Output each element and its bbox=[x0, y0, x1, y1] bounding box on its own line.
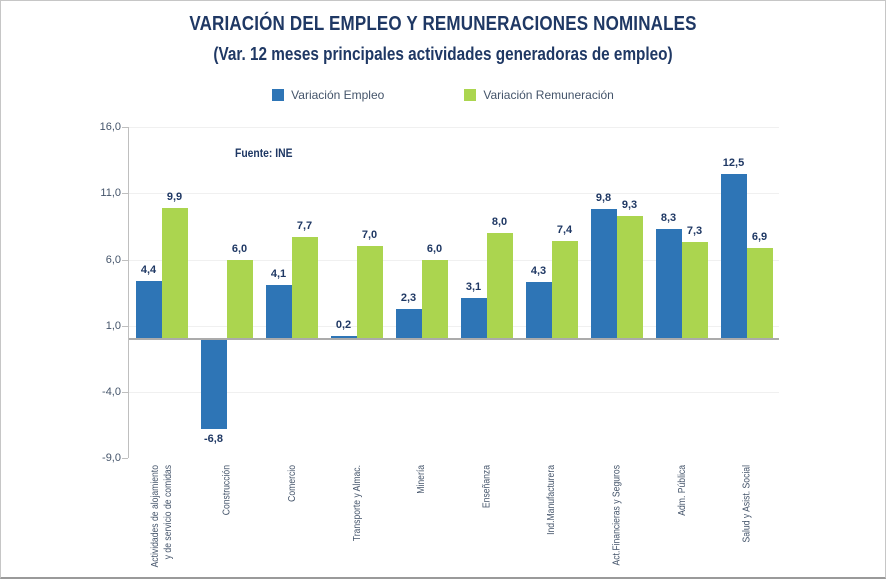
bar-value-label: 9,9 bbox=[166, 190, 183, 203]
bar-remuneracion bbox=[356, 246, 383, 339]
bar-empleo bbox=[590, 209, 617, 339]
bar-value-label: -6,8 bbox=[204, 433, 223, 446]
legend-label-remuneracion: Variación Remuneración bbox=[483, 88, 614, 102]
legend-label-empleo: Variación Empleo bbox=[291, 88, 385, 102]
bar-value-label: 9,3 bbox=[621, 198, 638, 211]
y-axis-tick bbox=[122, 391, 128, 393]
y-tick-label: 1,0 bbox=[105, 319, 121, 332]
y-tick-label: 11,0 bbox=[100, 187, 121, 200]
bar-value-label: 2,3 bbox=[400, 291, 417, 304]
category-label: Construcción bbox=[220, 465, 233, 516]
bar-remuneracion bbox=[681, 242, 708, 339]
category-label: Adm. Pública bbox=[675, 465, 688, 516]
category-label: y de servicio de comidas bbox=[162, 465, 174, 560]
bar-remuneracion bbox=[291, 237, 318, 339]
bar-remuneracion bbox=[551, 241, 578, 339]
y-axis-tick bbox=[122, 259, 128, 261]
y-tick-label: -9,0 bbox=[102, 452, 121, 465]
legend-item-remuneracion: Variación Remuneración bbox=[464, 88, 614, 102]
bar-value-label: 3,1 bbox=[465, 280, 482, 293]
category-label: Actividades de alojamiento bbox=[149, 465, 161, 568]
bar-value-label: 7,3 bbox=[686, 225, 703, 238]
legend: Variación Empleo Variación Remuneración bbox=[1, 88, 885, 102]
y-tick-label: 6,0 bbox=[105, 253, 121, 266]
category-label: Salud y Asist. Social bbox=[740, 465, 753, 543]
bar-empleo bbox=[395, 308, 422, 339]
bar-value-label: 7,0 bbox=[361, 229, 378, 242]
bar-empleo bbox=[135, 280, 162, 339]
category-label: Ind.Manufacturera bbox=[545, 465, 558, 535]
category-label: Comercio bbox=[285, 465, 298, 502]
bar-value-label: 6,0 bbox=[231, 242, 248, 255]
bar-remuneracion bbox=[616, 215, 643, 339]
y-tick-label: -4,0 bbox=[102, 385, 121, 398]
legend-swatch-remuneracion-icon bbox=[464, 89, 477, 101]
bar-remuneracion bbox=[226, 259, 253, 339]
y-axis-tick bbox=[122, 325, 128, 327]
bar-empleo bbox=[265, 284, 292, 339]
bar-value-label: 4,3 bbox=[530, 265, 547, 278]
bar-value-label: 6,9 bbox=[751, 230, 768, 243]
bar-value-label: 9,8 bbox=[595, 192, 612, 205]
bar-value-label: 12,5 bbox=[722, 156, 745, 169]
bar-remuneracion bbox=[746, 247, 773, 339]
gridline bbox=[129, 325, 779, 327]
bar-value-label: 0,2 bbox=[335, 319, 352, 332]
category-label: Act.Financieras y Seguros bbox=[610, 465, 623, 566]
bar-value-label: 4,1 bbox=[270, 267, 287, 280]
bar-empleo bbox=[460, 297, 487, 339]
gridline bbox=[129, 193, 779, 195]
category-label: Transporte y Almac. bbox=[350, 465, 363, 542]
zero-axis-line bbox=[129, 338, 779, 340]
source-note: Fuente: INE bbox=[235, 148, 293, 160]
chart-title: VARIACIÓN DEL EMPLEO Y REMUNERACIONES NO… bbox=[189, 13, 697, 35]
bar-empleo bbox=[655, 229, 682, 339]
gridline bbox=[129, 391, 779, 393]
y-tick-label: 16,0 bbox=[99, 121, 121, 134]
bar-empleo bbox=[200, 339, 227, 430]
y-axis-tick bbox=[122, 193, 128, 195]
bar-empleo bbox=[330, 336, 357, 339]
bar-remuneracion bbox=[486, 233, 513, 339]
gridline bbox=[129, 127, 779, 129]
bar-value-label: 6,0 bbox=[426, 242, 443, 255]
y-axis-tick bbox=[122, 127, 128, 129]
bar-value-label: 7,4 bbox=[556, 224, 573, 237]
bar-remuneracion bbox=[421, 259, 448, 339]
bar-empleo bbox=[525, 282, 552, 339]
bar-value-label: 4,4 bbox=[140, 263, 157, 276]
y-axis-tick bbox=[122, 458, 128, 460]
gridline bbox=[129, 259, 779, 261]
legend-item-empleo: Variación Empleo bbox=[272, 88, 384, 102]
y-axis-line bbox=[128, 127, 129, 458]
bar-value-label: 8,3 bbox=[660, 212, 677, 225]
category-label: Minería bbox=[415, 465, 428, 494]
bar-remuneracion bbox=[161, 207, 188, 339]
bar-value-label: 7,7 bbox=[296, 220, 313, 233]
legend-swatch-empleo-icon bbox=[272, 89, 285, 101]
category-label: Enseñanza bbox=[480, 465, 493, 509]
bar-empleo bbox=[720, 173, 747, 339]
bar-value-label: 8,0 bbox=[491, 216, 508, 229]
chart-subtitle: (Var. 12 meses principales actividades g… bbox=[213, 44, 673, 64]
